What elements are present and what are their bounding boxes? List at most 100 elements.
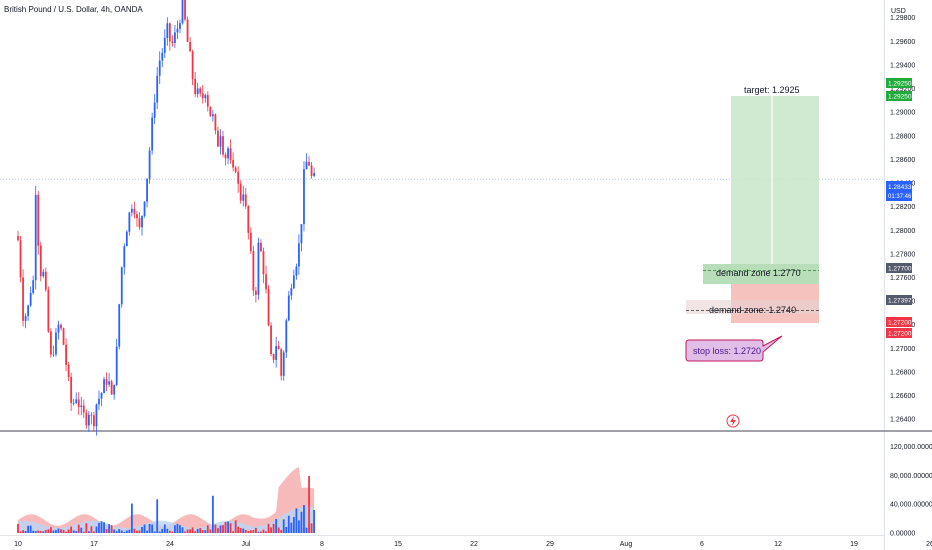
demand-upper-label[interactable]: demand zone 1.2770 bbox=[716, 268, 801, 278]
volume-bar bbox=[22, 530, 24, 533]
volume-bar bbox=[247, 530, 250, 533]
candle-body bbox=[237, 171, 240, 184]
candle-body bbox=[27, 305, 30, 317]
candle-body bbox=[17, 236, 19, 241]
candle-body bbox=[166, 23, 169, 38]
candle-body bbox=[75, 399, 78, 403]
candle-body bbox=[277, 346, 280, 350]
candle-body bbox=[308, 161, 310, 166]
volume-bar bbox=[57, 528, 60, 533]
volume-bar bbox=[44, 529, 47, 533]
volume-bar bbox=[136, 530, 138, 533]
candle-body bbox=[37, 194, 40, 246]
time-tick-label: 12 bbox=[774, 541, 782, 548]
volume-bar bbox=[72, 530, 75, 533]
volume-bar bbox=[130, 503, 133, 533]
svg-text:1.27200: 1.27200 bbox=[888, 331, 912, 338]
candle-body bbox=[234, 167, 237, 172]
candle-body bbox=[209, 106, 212, 117]
volume-bar bbox=[308, 476, 310, 533]
volume-bar bbox=[219, 525, 222, 533]
volume-bar bbox=[138, 530, 141, 533]
volume-bar bbox=[272, 523, 275, 533]
candle-body bbox=[143, 201, 146, 217]
candle-body bbox=[249, 232, 252, 252]
volume-bar bbox=[166, 528, 169, 533]
volume-bar bbox=[217, 528, 219, 533]
price-axis-ticks[interactable]: 1.29800 1.29600 1.29400 1.29200 1.29000 1.288… bbox=[890, 15, 915, 423]
stop-tag-b: 1.27200 bbox=[886, 328, 912, 338]
volume-bar bbox=[265, 531, 267, 533]
candle-body bbox=[305, 161, 308, 170]
volume-bar bbox=[232, 531, 235, 533]
volume-bar bbox=[82, 531, 85, 533]
candle-body bbox=[168, 23, 171, 42]
stop-loss-callout[interactable] bbox=[685, 335, 783, 362]
price-tick-label: 1.29000 bbox=[890, 110, 915, 117]
volume-bar bbox=[77, 524, 80, 533]
time-axis-ticks[interactable]: 10 17 24 Jul 8 15 22 29 Aug 6 12 19 26 bbox=[14, 541, 932, 548]
volume-bar bbox=[214, 524, 217, 533]
volume-bar bbox=[93, 531, 95, 533]
svg-text:1.29250: 1.29250 bbox=[888, 94, 912, 101]
demand-zone-upper[interactable] bbox=[703, 264, 819, 284]
volume-bar bbox=[285, 526, 288, 533]
volume-bar bbox=[181, 527, 184, 533]
candle-body bbox=[29, 292, 32, 306]
volume-bar bbox=[179, 525, 181, 533]
candle-body bbox=[60, 324, 62, 329]
lightning-icon[interactable] bbox=[726, 414, 740, 428]
volume-bar bbox=[290, 522, 293, 533]
volume-bar bbox=[229, 523, 232, 533]
volume-bar bbox=[65, 531, 67, 533]
demand-zone-lower[interactable] bbox=[686, 300, 819, 314]
volume-bar bbox=[108, 524, 111, 533]
candle-body bbox=[133, 208, 136, 215]
volume-bar bbox=[42, 531, 45, 533]
current-price-tag: 1.28433 01:37:46 bbox=[886, 181, 912, 201]
price-tick-label: 1.26800 bbox=[890, 369, 915, 376]
candle-body bbox=[186, 19, 189, 42]
candle-body bbox=[50, 331, 52, 355]
volume-bar bbox=[153, 531, 156, 533]
price-tick-label: 1.28600 bbox=[890, 157, 915, 164]
volume-bar bbox=[209, 529, 212, 533]
demand-lower-label[interactable]: demand zone: 1.2740 bbox=[709, 305, 796, 315]
volume-bar bbox=[206, 525, 209, 533]
countdown: 01:37:46 bbox=[888, 194, 912, 200]
target-label[interactable]: target: 1.2925 bbox=[744, 85, 800, 95]
candle-body bbox=[22, 277, 24, 321]
stop-loss-label: stop loss: 1.2720 bbox=[693, 346, 761, 356]
volume-tick-label: 40,000.00000 bbox=[890, 502, 932, 509]
volume-bar bbox=[168, 530, 171, 533]
volume-bar bbox=[292, 516, 295, 533]
candle-body bbox=[206, 95, 209, 107]
volume-bar bbox=[300, 511, 303, 533]
candle-body bbox=[77, 399, 80, 408]
candle-body bbox=[257, 242, 260, 295]
volume-bar bbox=[305, 527, 308, 533]
candle-body bbox=[100, 393, 103, 399]
currency-label[interactable]: USD bbox=[891, 8, 906, 15]
volume-bar bbox=[151, 524, 154, 533]
time-tick-label: 29 bbox=[546, 541, 554, 548]
candle-body bbox=[232, 160, 235, 168]
target-zone[interactable] bbox=[731, 96, 819, 264]
candle-body bbox=[146, 178, 148, 202]
volume-bar bbox=[184, 531, 186, 533]
candle-body bbox=[70, 376, 73, 404]
candles-group bbox=[17, 0, 316, 436]
volume-tick-label: 0.00000 bbox=[890, 531, 915, 538]
candle-body bbox=[42, 271, 45, 277]
candle-body bbox=[128, 212, 131, 232]
time-tick-label: 6 bbox=[700, 541, 704, 548]
candle-body bbox=[179, 23, 181, 29]
volume-bar bbox=[24, 530, 27, 533]
candle-body bbox=[32, 280, 35, 293]
volume-axis-ticks[interactable]: 120,000.00000 80,000.00000 40,000.00000 0.0… bbox=[890, 444, 932, 538]
time-tick-label: 10 bbox=[14, 541, 22, 548]
candle-body bbox=[199, 88, 202, 94]
price-tick-label: 1.27800 bbox=[890, 251, 915, 258]
volume-pane bbox=[17, 467, 316, 533]
